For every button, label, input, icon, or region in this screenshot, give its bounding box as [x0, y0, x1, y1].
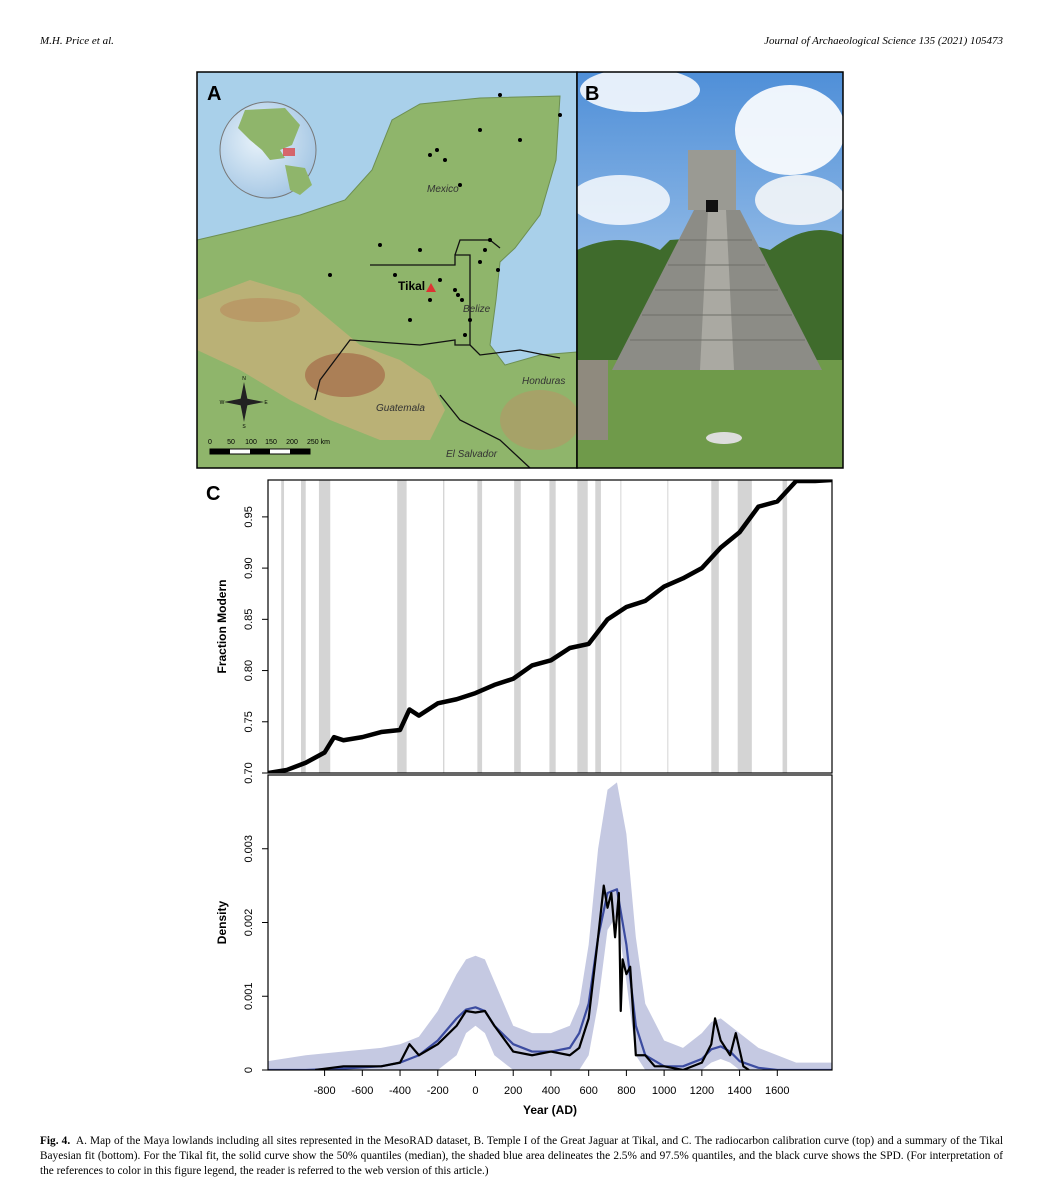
shaded-range	[782, 480, 788, 773]
x-tick-label: -200	[427, 1085, 449, 1097]
x-tick-label: -600	[351, 1085, 373, 1097]
x-tick-label: 0	[472, 1085, 478, 1097]
scale-labels: 0 50 100 150 200 250 km N S E W	[208, 376, 330, 446]
y-tick-label: 0.001	[243, 982, 255, 1010]
map-place: El Salvador	[446, 449, 498, 460]
scale-label: 150	[265, 439, 277, 446]
map-place: Guatemala	[376, 403, 425, 414]
shaded-range	[477, 480, 483, 773]
y-tick-label: 0	[243, 1067, 255, 1073]
x-tick-label: -800	[314, 1085, 336, 1097]
y-axis-label: Fraction Modern	[215, 579, 229, 673]
shaded-range	[397, 480, 407, 773]
series-line	[315, 884, 750, 1070]
running-head-authors: M.H. Price et al.	[39, 35, 114, 47]
compass-label: N	[242, 376, 246, 382]
running-head-journal: Journal of Archaeological Science 135 (2…	[764, 35, 1003, 47]
x-tick-label: 1600	[765, 1085, 789, 1097]
y-axis-label: Density	[215, 901, 229, 945]
charts: 0.70 0.75 0.80 0.85 0.90 0.95 Fraction Modern 0…	[215, 479, 833, 1117]
shaded-range	[281, 480, 285, 773]
photo	[577, 72, 843, 468]
shaded-range	[577, 480, 588, 773]
compass-label: S	[242, 424, 246, 430]
shaded-range	[318, 480, 331, 773]
series-line	[268, 888, 832, 1070]
shaded-range	[737, 480, 752, 773]
x-tick-label: 1000	[652, 1085, 676, 1097]
shaded-range	[595, 480, 601, 773]
plot-frame	[267, 774, 833, 1071]
x-tick-label: 200	[504, 1085, 522, 1097]
series-line	[268, 480, 832, 773]
caption-label: Fig. 4.	[40, 1135, 71, 1147]
x-tick-label: 400	[542, 1085, 560, 1097]
scale-label: 50	[227, 439, 235, 446]
quantile-band	[268, 782, 832, 1070]
panel-label: A	[207, 83, 221, 105]
plot-frame	[267, 479, 833, 774]
y-tick-label: 0.85	[243, 609, 255, 630]
map-place: Belize	[463, 304, 491, 315]
x-tick-label: -400	[389, 1085, 411, 1097]
y-tick-label: 0.002	[243, 909, 255, 937]
shaded-range	[667, 480, 669, 773]
shaded-range	[620, 480, 622, 773]
scale-label: 0	[208, 439, 212, 446]
compass-label: E	[264, 400, 268, 406]
x-axis-label: Year (AD)	[523, 1103, 577, 1117]
scale-label: 200	[286, 439, 298, 446]
x-tick-label: 1400	[727, 1085, 751, 1097]
x-tick-label: 600	[579, 1085, 597, 1097]
panel-label: B	[585, 83, 599, 105]
y-tick-label: 0.95	[243, 506, 255, 527]
shaded-range	[549, 480, 556, 773]
shaded-range	[514, 480, 521, 773]
y-tick-label: 0.80	[243, 660, 255, 681]
shaded-range	[711, 480, 719, 773]
map-place: Tikal	[398, 279, 425, 293]
caption-text: A. Map of the Maya lowlands including al…	[40, 1135, 1004, 1177]
scale-label: 250 km	[307, 439, 330, 446]
panel-frame	[576, 71, 844, 469]
scale-label: 100	[245, 439, 257, 446]
y-tick-label: 0.90	[243, 557, 255, 578]
x-tick-label: 800	[617, 1085, 635, 1097]
y-tick-label: 0.70	[243, 762, 255, 783]
shaded-range	[443, 480, 445, 773]
panel-label: C	[206, 483, 220, 505]
caption: Fig. 4. A. Map of the Maya lowlands incl…	[40, 1134, 1003, 1179]
map-place: Mexico	[427, 184, 459, 195]
y-tick-label: 0.75	[243, 711, 255, 732]
x-tick-label: 1200	[690, 1085, 714, 1097]
y-tick-label: 0.003	[243, 835, 255, 863]
shaded-range	[301, 480, 306, 773]
compass-label: W	[220, 400, 225, 406]
map-place: Honduras	[522, 376, 565, 387]
map	[197, 72, 577, 468]
